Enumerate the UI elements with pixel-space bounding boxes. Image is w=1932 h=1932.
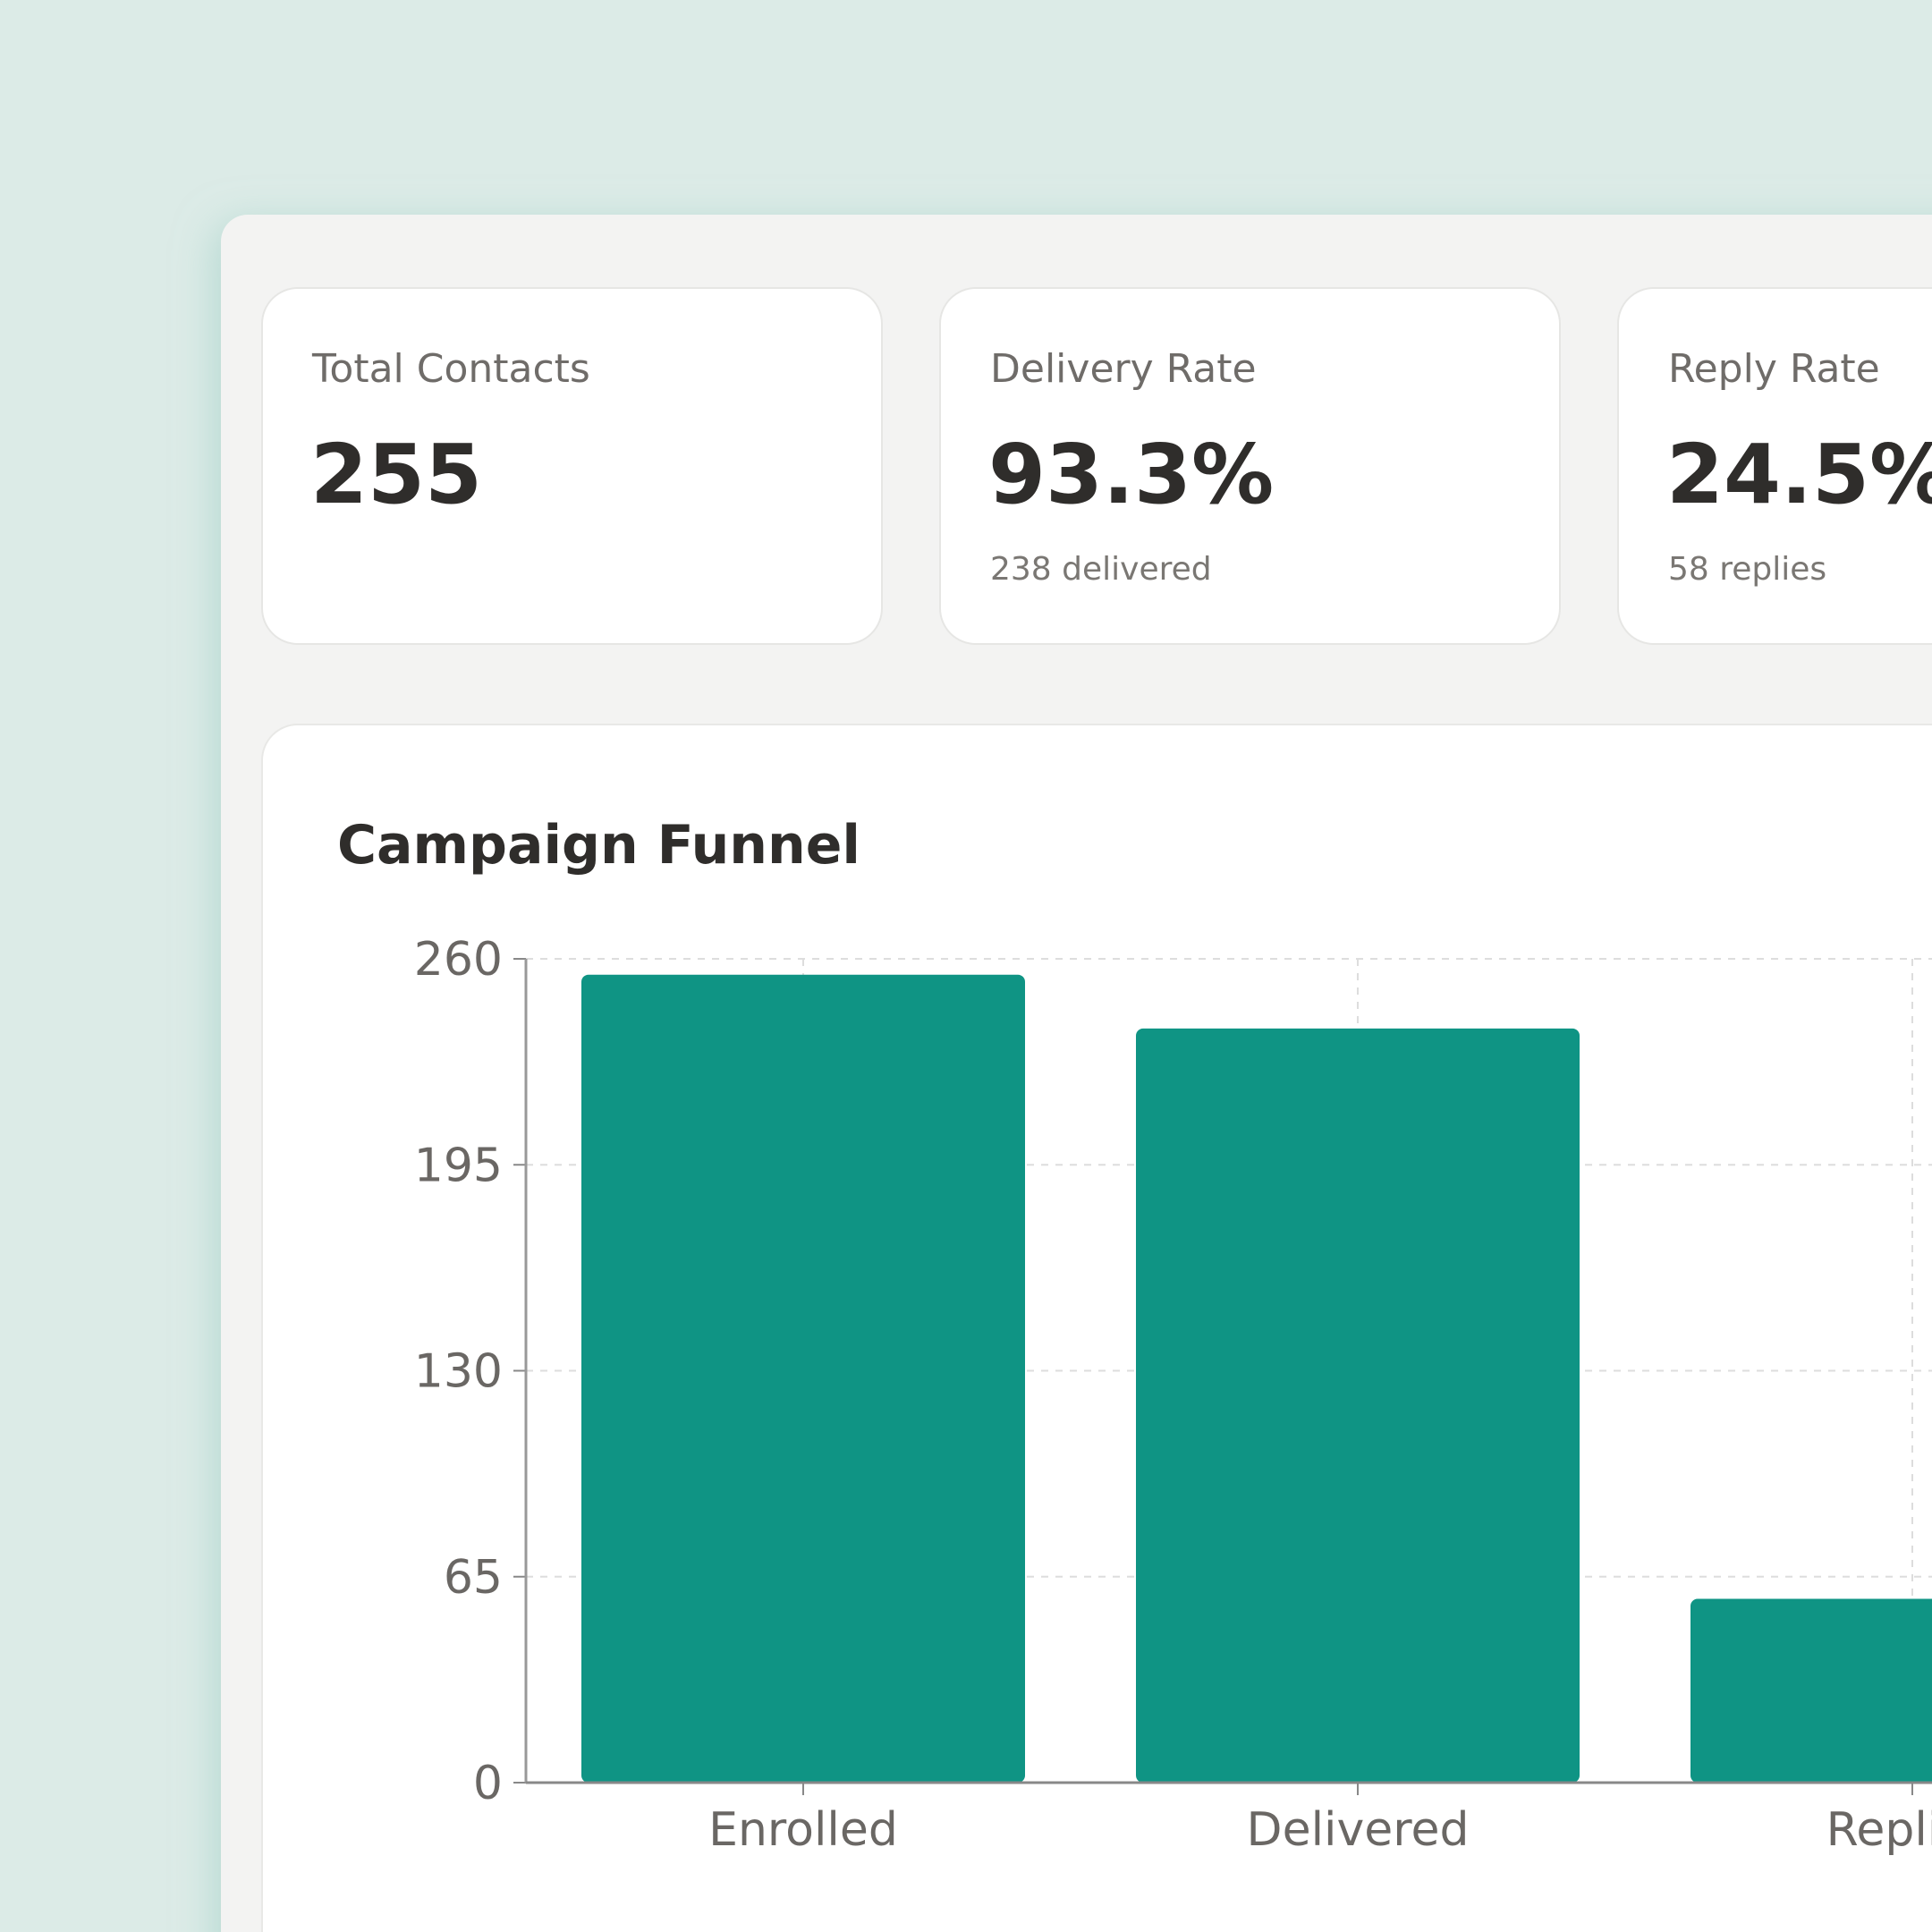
y-tick-label: 0	[473, 1757, 503, 1810]
stat-label: Delivery Rate	[990, 346, 1257, 392]
stat-value: 24.5%	[1666, 427, 1932, 522]
x-tick-label: Delivered	[1247, 1803, 1470, 1857]
y-tick-label: 260	[414, 933, 503, 987]
x-tick-label: Enrolled	[708, 1803, 898, 1857]
bar	[1136, 1028, 1580, 1783]
stat-cards: Total Contacts 255 Delivery Rate 93.3% 238 d…	[261, 287, 1932, 645]
chart-card	[261, 724, 1932, 1932]
stat-card	[939, 287, 1561, 645]
stat-value: 93.3%	[988, 427, 1274, 522]
stat-note: 58 replies	[1668, 551, 1826, 588]
y-tick-label: 65	[444, 1551, 503, 1605]
stat-card	[1617, 287, 1932, 645]
y-tick-label: 195	[414, 1139, 503, 1192]
stat-card	[261, 287, 883, 645]
stat-label: Reply Rate	[1668, 346, 1880, 392]
bar	[581, 974, 1025, 1783]
bar	[1690, 1598, 1932, 1783]
stat-note: 238 delivered	[990, 551, 1212, 588]
chart-title: Campaign Funnel	[337, 814, 860, 877]
y-tick-label: 130	[414, 1345, 503, 1399]
chart: 0 65 130 195 260 Enrolled Delivered Replied	[414, 933, 1932, 1857]
x-tick-label: Replied	[1826, 1803, 1932, 1857]
stat-label: Total Contacts	[311, 346, 590, 392]
stat-value: 255	[310, 427, 482, 522]
